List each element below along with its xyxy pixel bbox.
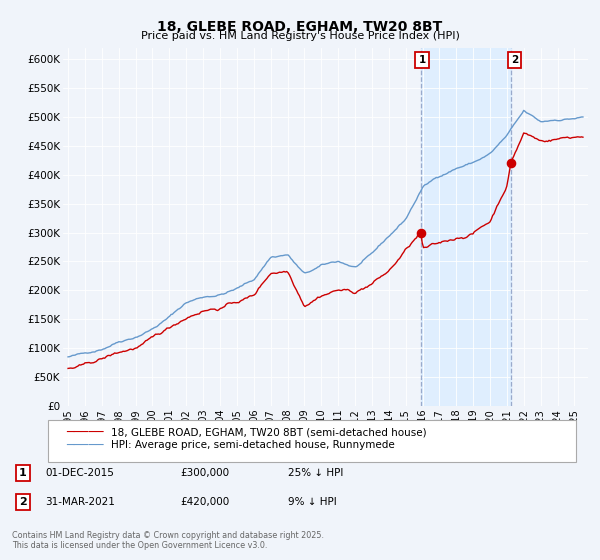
Text: 1: 1 — [19, 468, 26, 478]
Text: Price paid vs. HM Land Registry's House Price Index (HPI): Price paid vs. HM Land Registry's House … — [140, 31, 460, 41]
Text: 18, GLEBE ROAD, EGHAM, TW20 8BT (semi-detached house): 18, GLEBE ROAD, EGHAM, TW20 8BT (semi-de… — [111, 427, 427, 437]
Text: 2: 2 — [511, 55, 518, 66]
Bar — [421, 48, 511, 406]
Point — [506, 158, 516, 167]
Text: 25% ↓ HPI: 25% ↓ HPI — [288, 468, 343, 478]
Text: £300,000: £300,000 — [180, 468, 229, 478]
Text: 1: 1 — [418, 55, 425, 66]
Text: HPI: Average price, semi-detached house, Runnymede: HPI: Average price, semi-detached house,… — [111, 440, 395, 450]
Text: 9% ↓ HPI: 9% ↓ HPI — [288, 497, 337, 507]
Text: 31-MAR-2021: 31-MAR-2021 — [45, 497, 115, 507]
Text: ─────: ───── — [66, 438, 104, 452]
Text: £420,000: £420,000 — [180, 497, 229, 507]
Text: Contains HM Land Registry data © Crown copyright and database right 2025.
This d: Contains HM Land Registry data © Crown c… — [12, 530, 324, 550]
Text: ─────: ───── — [66, 426, 104, 439]
Point — [416, 228, 426, 237]
Text: 01-DEC-2015: 01-DEC-2015 — [45, 468, 114, 478]
Text: 18, GLEBE ROAD, EGHAM, TW20 8BT: 18, GLEBE ROAD, EGHAM, TW20 8BT — [157, 20, 443, 34]
FancyBboxPatch shape — [48, 420, 576, 462]
Text: 2: 2 — [19, 497, 26, 507]
